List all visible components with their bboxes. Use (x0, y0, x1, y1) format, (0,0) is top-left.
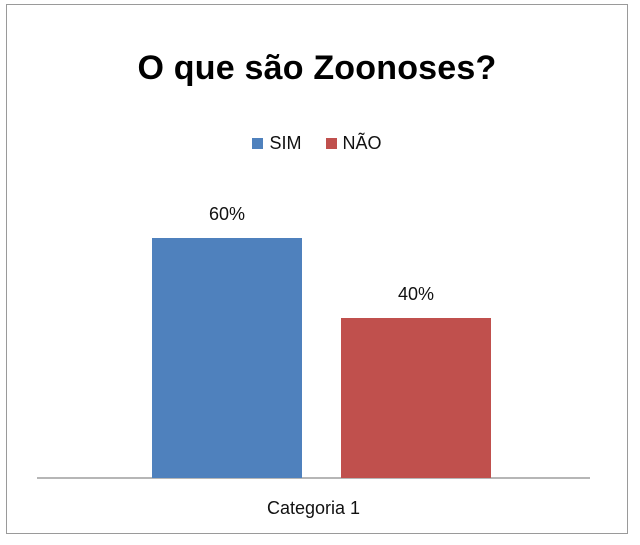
legend-label-nao: NÃO (342, 133, 382, 153)
bar-sim (152, 238, 302, 478)
bar-plot: 60% 40% Categoria 1 (37, 204, 590, 518)
chart-title: O que são Zoonoses? (137, 49, 497, 87)
bar-value-label-sim: 60% (209, 204, 245, 224)
bar-nao (341, 318, 491, 478)
legend-swatch-nao (325, 138, 337, 149)
bar-value-label-nao: 40% (398, 284, 434, 304)
legend-label-sim: SIM (269, 133, 302, 153)
legend: SIM NÃO (7, 133, 627, 154)
legend-item-sim: SIM (252, 133, 302, 154)
x-tick-label: Categoria 1 (267, 498, 360, 518)
chart-frame: O que são Zoonoses? SIM NÃO 60% 40% Cate… (6, 4, 628, 534)
legend-item-nao: NÃO (325, 133, 382, 154)
legend-swatch-sim (252, 138, 264, 149)
